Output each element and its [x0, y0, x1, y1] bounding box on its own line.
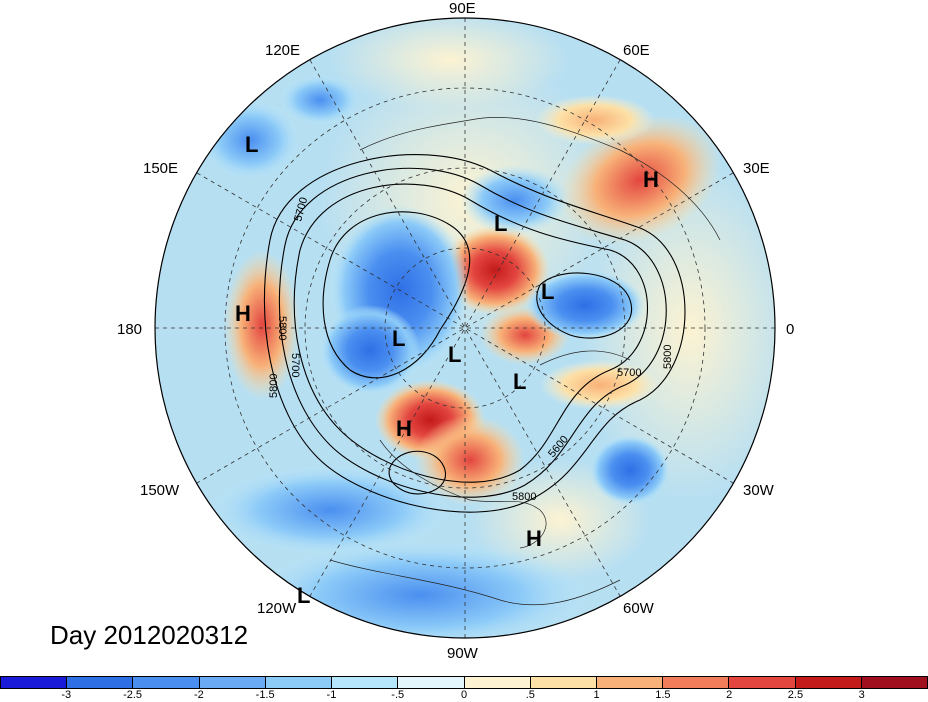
lon-label-150w: 150W [140, 482, 180, 499]
low-pressure-marker: L [245, 132, 258, 157]
colorbar-swatch [133, 676, 200, 689]
colorbar-tick-label: 2 [726, 689, 733, 701]
low-pressure-marker: L [494, 211, 507, 236]
lon-label-60w: 60W [623, 600, 654, 617]
lon-label-30w: 30W [743, 482, 774, 499]
colorbar-tick-label: -1 [326, 689, 337, 701]
lon-label-120e: 120E [265, 42, 301, 59]
colorbar-swatch [0, 676, 68, 689]
lon-label-0: 0 [786, 321, 795, 338]
high-pressure-marker: H [235, 301, 251, 326]
low-pressure-marker: L [541, 279, 554, 304]
colorbar-tick-label: 1.5 [655, 689, 671, 701]
colorbar-swatch [663, 676, 730, 689]
lon-label-180: 180 [117, 321, 143, 338]
colorbar-swatch [795, 676, 862, 689]
lon-label-150e: 150E [143, 160, 179, 177]
colorbar-swatch [596, 676, 664, 689]
colorbar-tick-label: -2 [193, 689, 204, 701]
colorbar-swatch [729, 676, 796, 689]
colorbar-tick-label: -.5 [391, 689, 405, 701]
lon-label-90e: 90E [449, 0, 476, 17]
anomaly-field [155, 18, 775, 638]
colorbar-tick-label: .5 [525, 689, 535, 701]
lon-label-60e: 60E [623, 42, 650, 59]
low-pressure-marker: L [392, 326, 405, 351]
colorbar-swatch [199, 676, 266, 689]
colorbar-tick-label: 0 [460, 689, 468, 701]
colorbar-swatch [861, 676, 928, 689]
colorbar-tick-label: 3 [858, 689, 865, 701]
map-title: Day 2012020312 [50, 620, 249, 650]
lon-label-90w: 90W [447, 645, 478, 662]
high-pressure-marker: H [643, 167, 659, 192]
low-pressure-marker: L [448, 342, 461, 367]
graticule [155, 18, 775, 638]
contour-label: 5800 [512, 491, 536, 503]
high-pressure-marker: H [396, 416, 412, 441]
pressure-centers: L L L L L L L H H H H [235, 132, 659, 608]
colorbar-swatch [332, 676, 399, 689]
colorbar-tick-label: 2.5 [787, 689, 804, 701]
colorbar-swatch [398, 676, 465, 689]
coastlines [329, 117, 721, 606]
colorbar-tick-label: -2.5 [123, 689, 143, 701]
colorbar-swatch [67, 676, 134, 689]
high-pressure-marker: H [526, 526, 542, 551]
map-boundary [154, 17, 776, 639]
colorbar-tick-labels: -3 -2.5 -2 -1.5 -1 -.5 0 .5 1 1.5 2 2.5 3 [0, 689, 928, 702]
colorbar-tick-label: 1 [593, 689, 600, 701]
colorbar-tick-label: -1.5 [255, 689, 275, 701]
contour-label: 5700 [289, 353, 301, 377]
colorbar-swatch [265, 676, 333, 689]
contour-label: 5700 [617, 367, 641, 379]
colorbar [0, 676, 928, 689]
colorbar-tick-label: -3 [61, 689, 72, 701]
low-pressure-marker: L [297, 583, 310, 608]
lon-label-120w: 120W [257, 600, 297, 617]
contour-label: 5800 [276, 316, 288, 340]
colorbar-swatch [464, 676, 531, 689]
contour-label: 5800 [662, 345, 674, 369]
low-pressure-marker: L [513, 369, 526, 394]
colorbar-swatch [530, 676, 597, 689]
contour-label: 5800 [268, 374, 280, 398]
height-contours [263, 154, 686, 513]
lon-label-30e: 30E [743, 160, 770, 177]
